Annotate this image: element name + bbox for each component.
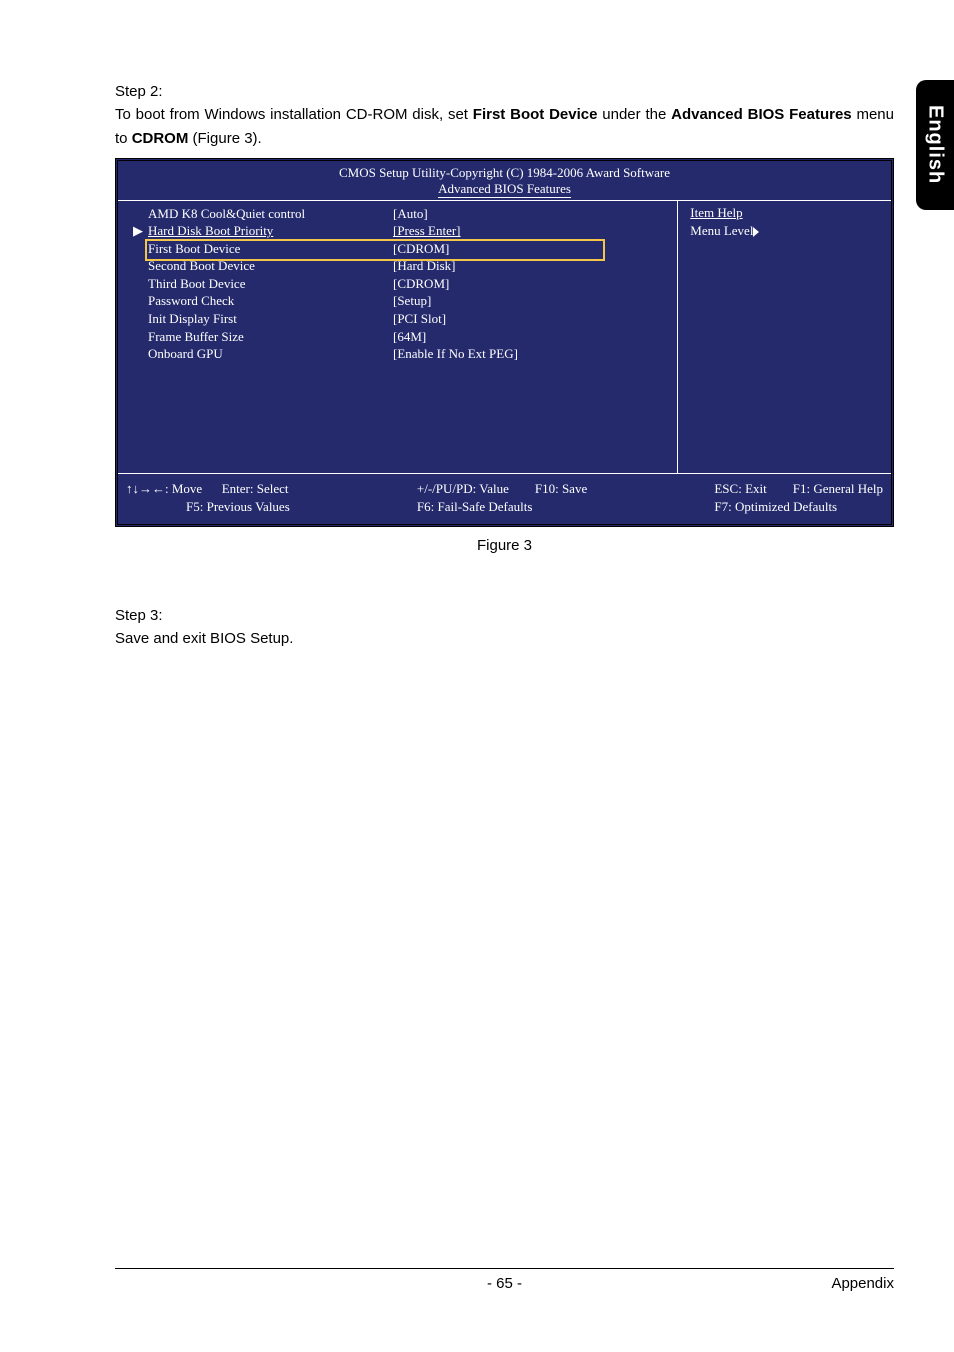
- row-label: Second Boot Device: [148, 257, 393, 275]
- footer-move: ↑↓→←: Move: [126, 481, 202, 496]
- bios-option-row[interactable]: Onboard GPU[Enable If No Ext PEG]: [128, 345, 667, 363]
- row-value: [CDROM]: [393, 240, 667, 258]
- row-marker: ▶: [128, 222, 148, 240]
- page-section: Appendix: [831, 1275, 894, 1292]
- footer-general-help: F1: General Help: [793, 481, 883, 496]
- bios-header-line1: CMOS Setup Utility-Copyright (C) 1984-20…: [339, 165, 670, 180]
- step2-text-mid: under the: [597, 106, 671, 123]
- bios-footer-col2: +/-/PU/PD: Value F10: Save F6: Fail-Safe…: [417, 480, 587, 516]
- step2-title: Step 2:: [115, 83, 163, 100]
- row-label: Frame Buffer Size: [148, 328, 393, 346]
- row-value: [Hard Disk]: [393, 257, 667, 275]
- bios-option-row[interactable]: First Boot Device[CDROM]: [128, 240, 667, 258]
- row-label: Third Boot Device: [148, 275, 393, 293]
- bios-option-row[interactable]: Password Check[Setup]: [128, 292, 667, 310]
- step2-bold1: First Boot Device: [473, 106, 598, 123]
- row-value: [CDROM]: [393, 275, 667, 293]
- row-label: Onboard GPU: [148, 345, 393, 363]
- row-value: [64M]: [393, 328, 667, 346]
- row-value: [Setup]: [393, 292, 667, 310]
- row-value: [Auto]: [393, 205, 667, 223]
- step3-text: Save and exit BIOS Setup.: [115, 630, 293, 647]
- bios-header: CMOS Setup Utility-Copyright (C) 1984-20…: [118, 161, 891, 200]
- bios-help-title: Item Help: [690, 205, 879, 221]
- row-marker: [128, 205, 148, 223]
- bios-option-row[interactable]: AMD K8 Cool&Quiet control[Auto]: [128, 205, 667, 223]
- bios-menu-level-text: Menu Level: [690, 223, 753, 238]
- step2-bold2: Advanced BIOS Features: [671, 106, 852, 123]
- row-marker: [128, 275, 148, 293]
- bios-option-row[interactable]: Second Boot Device[Hard Disk]: [128, 257, 667, 275]
- step2-text-post2: (Figure 3).: [188, 130, 261, 147]
- row-marker: [128, 345, 148, 363]
- step2-bold3: CDROM: [132, 130, 189, 147]
- row-marker: [128, 257, 148, 275]
- footer-exit: ESC: Exit: [714, 481, 766, 496]
- row-label: First Boot Device: [148, 240, 393, 258]
- row-marker: [128, 240, 148, 258]
- row-label: Hard Disk Boot Priority: [148, 222, 393, 240]
- figure-caption: Figure 3: [115, 537, 894, 554]
- row-marker: [128, 292, 148, 310]
- bios-footer-col1: ↑↓→←: Move Enter: Select F5: Previous Va…: [126, 480, 290, 516]
- footer-failsafe: F6: Fail-Safe Defaults: [417, 499, 533, 514]
- row-marker: [128, 310, 148, 328]
- footer-optimized: F7: Optimized Defaults: [714, 499, 837, 514]
- page-footer: - 65 - Appendix: [115, 1268, 894, 1292]
- step3-title: Step 3:: [115, 607, 163, 624]
- bios-window: CMOS Setup Utility-Copyright (C) 1984-20…: [115, 158, 894, 527]
- bios-option-row[interactable]: Frame Buffer Size[64M]: [128, 328, 667, 346]
- footer-value: +/-/PU/PD: Value: [417, 481, 509, 496]
- step3-block: Step 3: Save and exit BIOS Setup.: [115, 604, 894, 651]
- bios-option-row[interactable]: Init Display First[PCI Slot]: [128, 310, 667, 328]
- row-marker: [128, 328, 148, 346]
- bios-footer-col3: ESC: Exit F1: General Help F7: Optimized…: [714, 480, 883, 516]
- step2-text-pre: To boot from Windows installation CD-ROM…: [115, 106, 473, 123]
- footer-save: F10: Save: [535, 481, 587, 496]
- step2-block: Step 2: To boot from Windows installatio…: [115, 80, 894, 150]
- row-label: Init Display First: [148, 310, 393, 328]
- row-label: AMD K8 Cool&Quiet control: [148, 205, 393, 223]
- row-value: [Press Enter]: [393, 222, 667, 240]
- row-value: [Enable If No Ext PEG]: [393, 345, 667, 363]
- bios-footer: ↑↓→←: Move Enter: Select F5: Previous Va…: [118, 473, 891, 524]
- bios-options-pane: AMD K8 Cool&Quiet control[Auto]▶Hard Dis…: [118, 201, 678, 473]
- row-value: [PCI Slot]: [393, 310, 667, 328]
- bios-header-line2: Advanced BIOS Features: [438, 181, 571, 198]
- page-content: Step 2: To boot from Windows installatio…: [0, 0, 954, 1352]
- bios-main: AMD K8 Cool&Quiet control[Auto]▶Hard Dis…: [118, 200, 891, 473]
- footer-prev-values: F5: Previous Values: [186, 499, 290, 514]
- page-number: - 65 -: [487, 1275, 522, 1292]
- bios-option-row[interactable]: ▶Hard Disk Boot Priority[Press Enter]: [128, 222, 667, 240]
- bios-option-row[interactable]: Third Boot Device[CDROM]: [128, 275, 667, 293]
- bios-menu-level: Menu Level: [690, 223, 879, 239]
- footer-select: Enter: Select: [222, 481, 289, 496]
- triangle-right-icon: [753, 227, 759, 237]
- bios-help-pane: Item Help Menu Level: [678, 201, 891, 473]
- row-label: Password Check: [148, 292, 393, 310]
